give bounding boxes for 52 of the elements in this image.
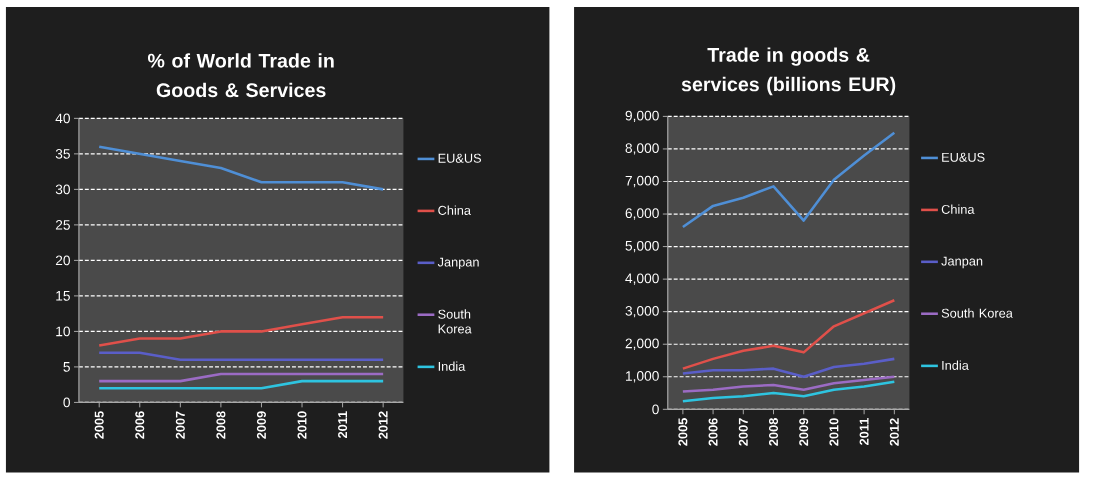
y-tick-label: 1,000 <box>626 370 659 383</box>
x-tick-label: 2005 <box>94 411 104 439</box>
line-series <box>681 375 896 393</box>
legend-label: South Korea <box>941 308 1013 318</box>
y-tick-label: 0 <box>63 397 70 408</box>
y-tick-label: 2,000 <box>625 338 659 350</box>
x-tick-label: 2007 <box>175 411 185 439</box>
x-tick-label: 2007 <box>738 418 748 446</box>
chart-title: Trade in goods & services (billions EUR) <box>681 47 896 96</box>
line-series <box>681 357 896 378</box>
line-series <box>681 380 896 403</box>
y-tick-label: 15 <box>56 290 70 301</box>
y-tick-label: 5 <box>63 361 70 372</box>
y-tick-label: 25 <box>55 219 70 230</box>
y-tick-label: 30 <box>55 184 70 195</box>
x-tick-label: 2006 <box>135 411 145 439</box>
x-tick-label: 2011 <box>338 411 348 438</box>
legend-label: EU&US <box>438 153 482 163</box>
y-tick-label: 0 <box>652 404 659 415</box>
y-tick-label: 9,000 <box>625 110 659 122</box>
x-tick-label: 2009 <box>256 411 266 439</box>
chart-title: % of World Trade in Goods & Services <box>147 53 334 97</box>
y-tick-label: 20 <box>55 255 70 266</box>
legend-label: EU&US <box>942 152 985 162</box>
x-tick-label: 2012 <box>889 418 899 446</box>
x-tick-label: 2008 <box>216 411 226 439</box>
x-tick-label: 2010 <box>297 411 307 439</box>
y-tick-label: 7,000 <box>625 175 659 187</box>
y-tick-label: 10 <box>56 326 70 337</box>
x-tick-label: 2008 <box>768 417 779 446</box>
y-tick-label: 3,000 <box>625 305 659 318</box>
x-tick-label: 2005 <box>678 417 688 446</box>
legend-label: China <box>438 205 471 215</box>
x-tick-label: 2010 <box>829 418 839 446</box>
legend-label: Janpan <box>941 256 983 268</box>
legend-label: Janpan <box>437 257 479 269</box>
line-series <box>681 131 896 229</box>
y-tick-label: 5,000 <box>625 240 659 253</box>
x-tick-label: 2012 <box>378 411 388 439</box>
x-tick-label: 2009 <box>799 418 809 446</box>
legend-label: India <box>438 361 466 371</box>
line-series <box>97 315 385 347</box>
y-tick-label: 4,000 <box>625 273 659 285</box>
legend-label: China <box>941 204 975 214</box>
legend-label: India <box>942 360 969 370</box>
y-tick-label: 40 <box>55 113 70 124</box>
y-tick-label: 35 <box>55 148 70 159</box>
legend-label: South Korea <box>438 309 472 334</box>
x-tick-label: 2011 <box>859 417 869 445</box>
y-tick-label: 8,000 <box>625 143 659 155</box>
x-tick-label: 2006 <box>708 418 718 446</box>
y-tick-label: 6,000 <box>625 208 659 220</box>
